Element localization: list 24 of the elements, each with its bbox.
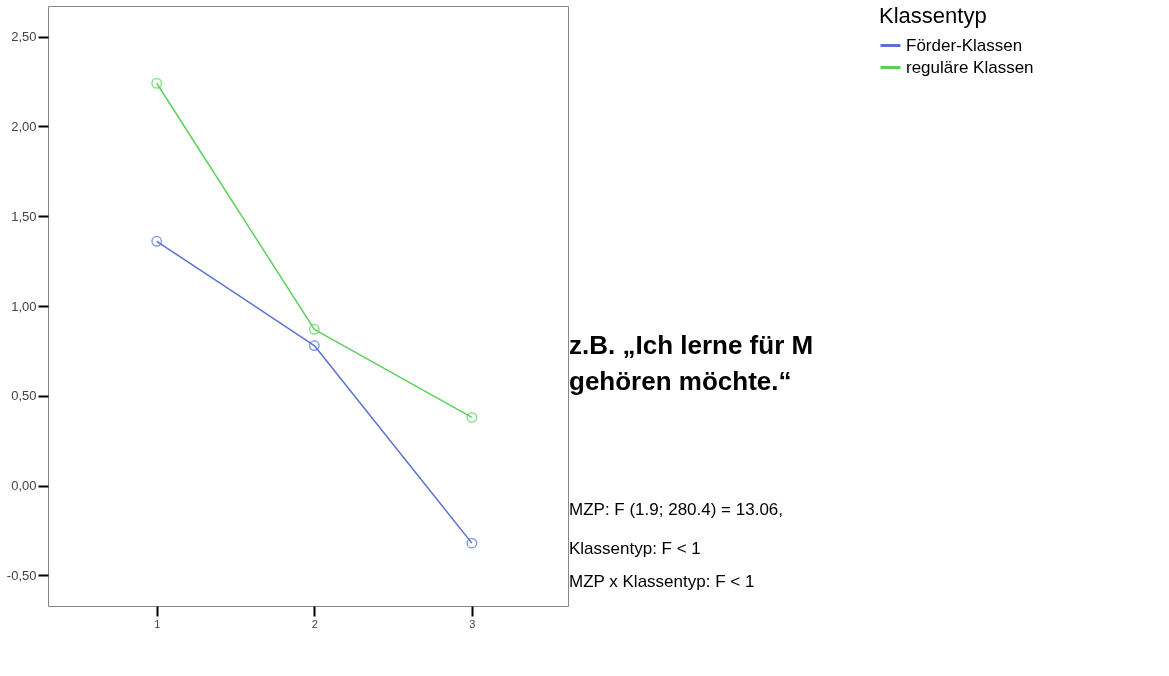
y-tick-label: 2,00 [11, 118, 37, 134]
point [466, 537, 478, 549]
y-tick-label: -0,50 [6, 567, 37, 583]
legend-label: reguläre Klassen [906, 57, 1034, 77]
x-tick-label: 2 [311, 617, 318, 630]
text: MZP x Klassentyp: F < 1 [569, 572, 755, 591]
text: gehören möchte.“ [569, 366, 792, 396]
point [308, 323, 320, 335]
point [151, 235, 163, 247]
point [151, 77, 163, 89]
y-tick-label: 0,50 [11, 388, 37, 404]
y-tick-label: 1,50 [11, 208, 37, 224]
text: z.B. „Ich lerne für M [569, 330, 814, 360]
x-tick-label: 3 [469, 617, 476, 630]
text: Klassentyp: F < 1 [569, 539, 701, 558]
y-tick-label: 0,00 [11, 478, 37, 494]
point [308, 340, 320, 351]
legend-title: Klassentyp [879, 3, 987, 28]
point [466, 411, 478, 423]
text: MZP: F (1.9; 280.4) = 13.06, [569, 500, 784, 519]
legend-label: Förder-Klassen [906, 35, 1023, 55]
x-tick-label: 1 [154, 617, 161, 630]
y-tick-label: 1,00 [11, 298, 37, 314]
y-tick-label: 2,50 [11, 29, 37, 45]
